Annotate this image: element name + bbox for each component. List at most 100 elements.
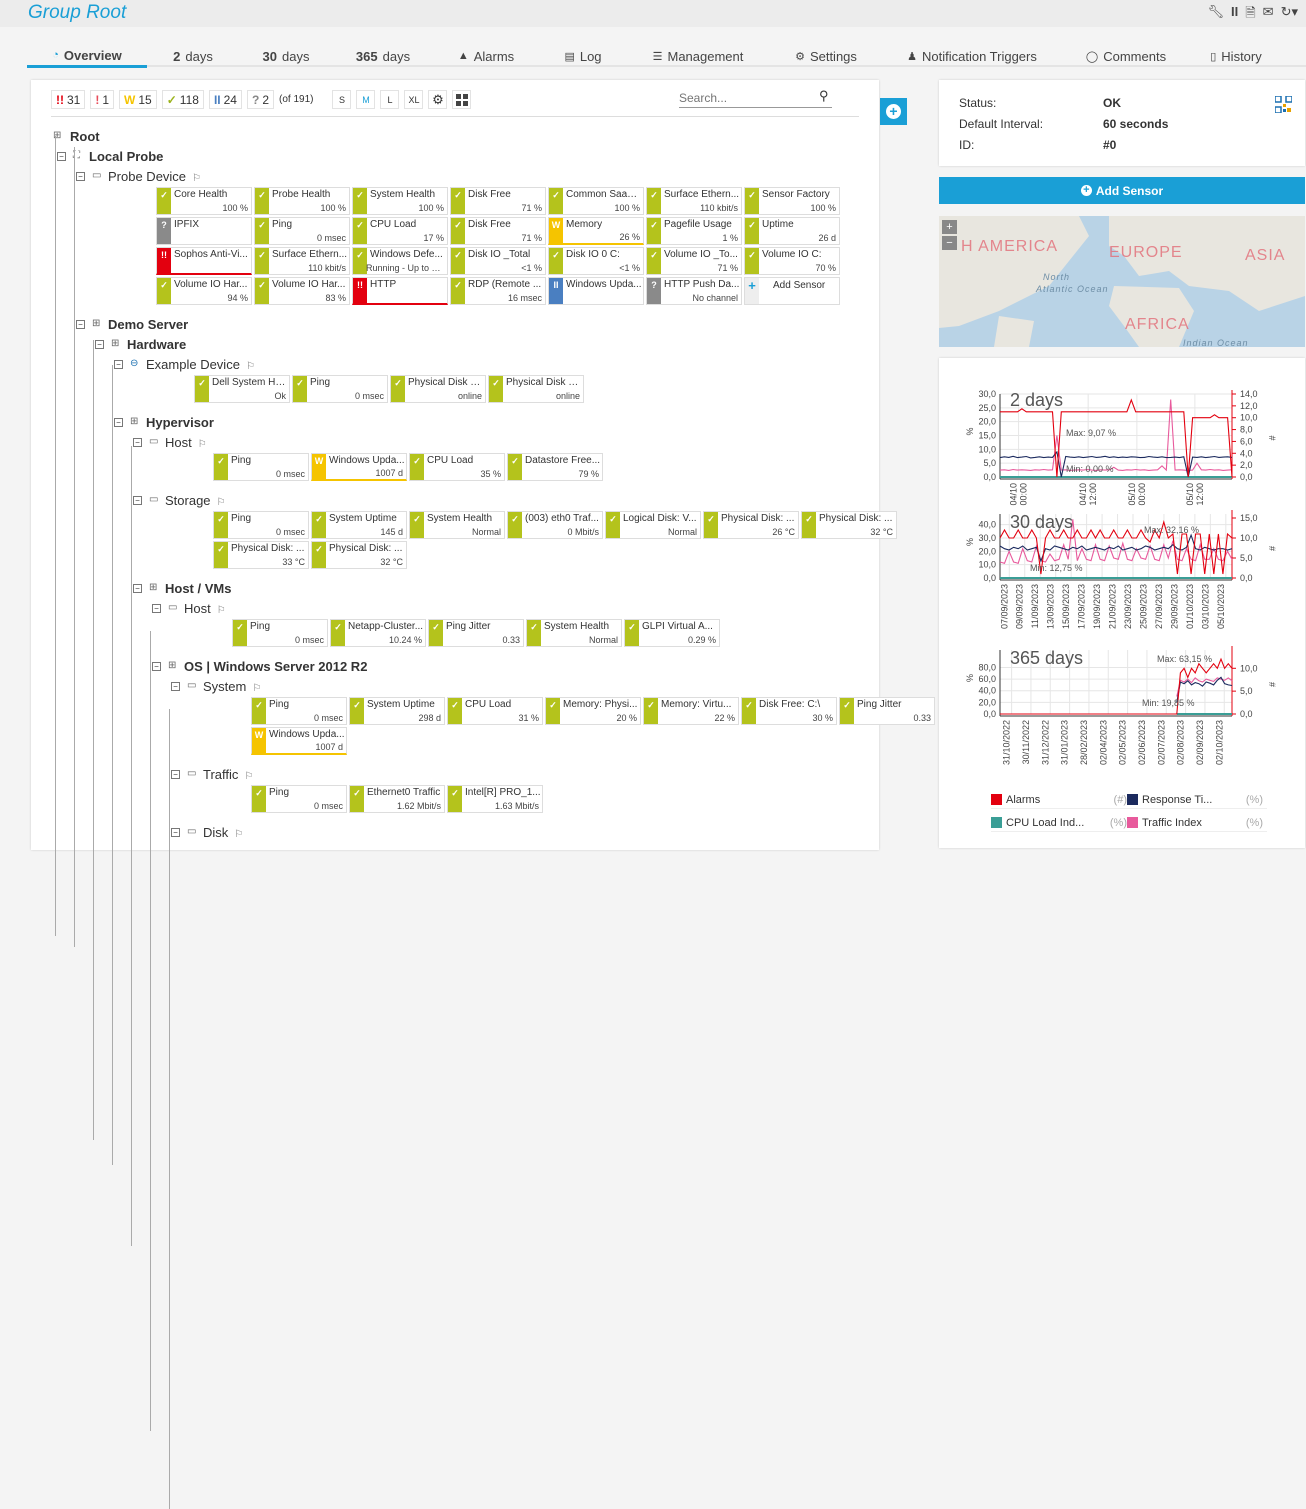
sensor-tile[interactable]: ✓ Physical Disk: ... 33 °C: [213, 541, 309, 569]
settings-gear-button[interactable]: ⚙: [428, 90, 448, 109]
tab-days-2[interactable]: 2 days: [147, 45, 239, 67]
mail-icon[interactable]: ✉: [1262, 4, 1274, 19]
sensor-tile[interactable]: ✓ CPU Load 31 %: [447, 697, 543, 725]
collapse-toggle[interactable]: −: [114, 360, 123, 369]
sensor-tile[interactable]: ✓ Volume IO C: 70 %: [744, 247, 840, 275]
sensor-tile[interactable]: ✓ Datastore Free... 79 %: [507, 453, 603, 481]
sensor-tile[interactable]: ✓ System Health 100 %: [352, 187, 448, 215]
tree-node-label[interactable]: System ⚐: [203, 679, 261, 694]
tree-node-label[interactable]: Demo Server: [108, 317, 188, 332]
tab-settings[interactable]: ⚙ Settings: [769, 45, 883, 67]
sensor-tile[interactable]: ✓ Disk Free 71 %: [450, 217, 546, 245]
size-button-s[interactable]: S: [332, 90, 352, 109]
tile-view-icon[interactable]: [452, 90, 472, 109]
collapse-toggle[interactable]: −: [114, 418, 123, 427]
sensor-tile[interactable]: ✓ Common SaaS... 100 %: [548, 187, 644, 215]
sensor-tile[interactable]: ? HTTP Push Da... No channel: [646, 277, 742, 305]
sensor-tile[interactable]: ✓ Dell System He... Ok: [194, 375, 290, 403]
tree-node-label[interactable]: Host / VMs: [165, 581, 231, 596]
tree-node-group[interactable]: ⊞ Root: [31, 126, 879, 146]
tab-notification-triggers[interactable]: ♟ Notification Triggers: [883, 45, 1061, 67]
tree-node-device[interactable]: − ▭ System ⚐: [31, 676, 879, 696]
sensor-tile[interactable]: ✓ Probe Health 100 %: [254, 187, 350, 215]
sensor-tile[interactable]: ✓ RDP (Remote ... 16 msec: [450, 277, 546, 305]
map-zoom-in-button[interactable]: +: [942, 220, 957, 234]
legend-item[interactable]: Response Ti... (%): [1127, 791, 1267, 809]
tab-history[interactable]: ▯ History: [1191, 45, 1281, 67]
sensor-tile[interactable]: ✓ Volume IO _To... 71 %: [646, 247, 742, 275]
flag-icon[interactable]: ⚐: [216, 604, 226, 616]
sensor-tile[interactable]: !! Sophos Anti-Vi...: [156, 247, 252, 275]
tab-overview[interactable]: ◔ Overview: [27, 45, 147, 68]
sensor-tile[interactable]: ✓ Ping 0 msec: [213, 511, 309, 539]
filter-status-button[interactable]: II 24: [208, 90, 242, 109]
sensor-tile[interactable]: ✓ Ping 0 msec: [232, 619, 328, 647]
sensor-tile[interactable]: ✓ Ping 0 msec: [213, 453, 309, 481]
sensor-tile[interactable]: W Windows Upda... 1007 d: [251, 727, 347, 755]
sensor-tile[interactable]: ✓ System Uptime 145 d: [311, 511, 407, 539]
tab-log[interactable]: ▤ Log: [539, 45, 627, 67]
tree-node-label[interactable]: Hypervisor: [146, 415, 214, 430]
sensor-tile[interactable]: ✓ Surface Ethern... 110 kbit/s: [646, 187, 742, 215]
filter-status-button[interactable]: ? 2: [246, 90, 274, 109]
tree-node-label[interactable]: Local Probe: [89, 149, 163, 164]
sensor-tile[interactable]: ✓ Physical Disk 0... online: [390, 375, 486, 403]
tree-node-group[interactable]: − ⊞ Host / VMs: [31, 578, 879, 598]
filter-status-button[interactable]: ! 1: [90, 90, 115, 109]
sensor-tile[interactable]: ✓ Memory: Virtu... 22 %: [643, 697, 739, 725]
flag-icon[interactable]: ⚐: [245, 360, 255, 372]
tree-node-group[interactable]: − ⊞ Hypervisor: [31, 412, 879, 432]
tree-node-device[interactable]: − ⊖ Example Device ⚐: [31, 354, 879, 374]
qr-code-icon[interactable]: [1275, 96, 1292, 113]
wrench-icon[interactable]: 🔧︎: [1207, 4, 1224, 19]
collapse-toggle[interactable]: −: [171, 770, 180, 779]
sensor-tile[interactable]: ✓ Ping 0 msec: [251, 785, 347, 813]
geo-map[interactable]: H AMERICA EUROPE ASIA AFRICA North Atlan…: [939, 216, 1305, 347]
tree-node-label[interactable]: Host ⚐: [184, 601, 226, 616]
flag-icon[interactable]: ⚐: [216, 496, 226, 508]
sensor-tile[interactable]: ✓ Disk IO _Total <1 %: [450, 247, 546, 275]
sensor-tile[interactable]: II Windows Upda...: [548, 277, 644, 305]
sensor-tile[interactable]: ✓ Physical Disk: ... 26 °C: [703, 511, 799, 539]
sensor-tile[interactable]: ✓ Physical Disk: ... 32 °C: [801, 511, 897, 539]
tree-node-label[interactable]: Traffic ⚐: [203, 767, 253, 782]
search-input[interactable]: [679, 89, 832, 108]
sensor-tile[interactable]: ✓ Core Health 100 %: [156, 187, 252, 215]
sensor-tile[interactable]: ✓ Ping Jitter 0.33: [839, 697, 935, 725]
sensor-tile[interactable]: ✓ (003) eth0 Traf... 0 Mbit/s: [507, 511, 603, 539]
collapse-toggle[interactable]: −: [76, 172, 85, 181]
sensor-tile[interactable]: W Windows Upda... 1007 d: [311, 453, 407, 481]
size-button-xl[interactable]: XL: [404, 90, 424, 109]
sensor-tile[interactable]: ✓ Netapp-Cluster... 10.24 %: [330, 619, 426, 647]
sensor-tile[interactable]: ✓ Logical Disk: V... Normal: [605, 511, 701, 539]
tree-node-label[interactable]: Example Device ⚐: [146, 357, 255, 372]
sensor-tile[interactable]: ✓ Volume IO Har... 94 %: [156, 277, 252, 305]
filter-status-button[interactable]: W 15: [119, 90, 157, 109]
tree-node-label[interactable]: OS | Windows Server 2012 R2: [184, 659, 367, 674]
sensor-tile[interactable]: ✓ Ethernet0 Traffic 1.62 Mbit/s: [349, 785, 445, 813]
sensor-tile[interactable]: ✓ Disk IO 0 C: <1 %: [548, 247, 644, 275]
tree-node-device[interactable]: − ▭ Disk ⚐: [31, 822, 879, 842]
sensor-tile[interactable]: ✓ Physical Disk: ... 32 °C: [311, 541, 407, 569]
size-button-l[interactable]: L: [380, 90, 400, 109]
filter-status-button[interactable]: ✓ 118: [161, 90, 204, 109]
sensor-tile[interactable]: ✓ Intel[R] PRO_1... 1.63 Mbit/s: [447, 785, 543, 813]
collapse-toggle[interactable]: −: [152, 662, 161, 671]
refresh-icon[interactable]: ↻▾: [1280, 4, 1298, 19]
sensor-tile[interactable]: ✓ Ping 0 msec: [251, 697, 347, 725]
tree-node-device[interactable]: − ▭ Host ⚐: [31, 432, 879, 452]
sensor-tile[interactable]: ✓ Uptime 26 d: [744, 217, 840, 245]
collapse-toggle[interactable]: −: [57, 152, 66, 161]
collapse-toggle[interactable]: −: [152, 604, 161, 613]
tree-node-label[interactable]: Disk ⚐: [203, 825, 243, 840]
sensor-tile[interactable]: ✓ Disk Free 71 %: [450, 187, 546, 215]
legend-item[interactable]: Traffic Index (%): [1127, 814, 1267, 832]
sensor-tile[interactable]: ✓ Memory: Physi... 20 %: [545, 697, 641, 725]
sensor-tile[interactable]: ✓ Disk Free: C:\ 30 %: [741, 697, 837, 725]
flag-icon[interactable]: ⚐: [244, 770, 254, 782]
map-zoom-out-button[interactable]: −: [942, 236, 957, 250]
collapse-toggle[interactable]: −: [133, 584, 142, 593]
sensor-tile[interactable]: W Memory 26 %: [548, 217, 644, 245]
sensor-tile[interactable]: !! HTTP: [352, 277, 448, 305]
flag-icon[interactable]: ⚐: [192, 172, 202, 184]
